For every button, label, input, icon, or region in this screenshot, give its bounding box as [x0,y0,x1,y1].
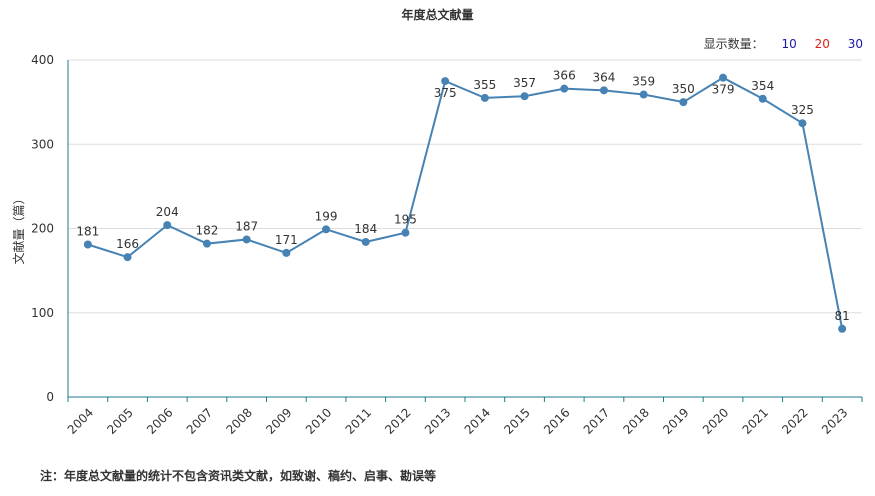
data-label: 325 [791,103,814,117]
data-point [639,90,648,99]
data-point [480,93,489,102]
x-tick-label: 2018 [620,405,651,436]
x-tick-label: 2016 [541,405,572,436]
data-label: 350 [672,82,695,96]
data-point [679,98,688,107]
data-label: 379 [712,83,735,97]
display-count-option-30[interactable]: 30 [847,37,863,51]
chart-title: 年度总文献量 [401,8,474,22]
y-tick-label: 300 [31,137,54,151]
data-point [520,92,529,101]
data-label: 182 [195,224,218,238]
data-label: 354 [751,79,774,93]
data-label: 357 [513,76,536,90]
data-label: 181 [76,225,99,239]
data-label: 359 [632,75,655,89]
data-point [599,86,608,95]
display-count-option-20[interactable]: 20 [814,37,830,51]
y-axis-title: 文献量（篇） [11,192,26,264]
x-tick-label: 2020 [700,405,731,436]
footnote: 注：年度总文献量的统计不包含资讯类文献，如致谢、稿约、启事、勘误等 [40,469,437,483]
data-point [758,94,767,103]
data-label: 364 [592,70,615,84]
x-tick-label: 2011 [343,405,374,436]
data-point [401,228,410,237]
x-tick-label: 2023 [819,405,850,436]
data-label: 355 [473,78,496,92]
x-tick-label: 2010 [303,405,334,436]
data-point [719,73,728,82]
data-label: 187 [235,219,258,233]
data-point [242,235,251,244]
data-point [361,237,370,246]
x-tick-label: 2009 [263,405,294,436]
data-label: 81 [835,309,850,323]
data-label: 204 [156,205,179,219]
x-tick-label: 2022 [779,405,810,436]
x-tick-label: 2013 [422,405,453,436]
x-tick-label: 2004 [65,405,96,436]
data-label: 184 [354,222,377,236]
x-tick-label: 2015 [501,405,532,436]
display-count-label: 显示数量： [703,37,764,51]
display-count-option-10[interactable]: 10 [781,37,797,51]
data-point [322,225,331,234]
y-tick-label: 0 [46,390,54,404]
data-point [202,239,211,248]
data-point [838,324,847,333]
x-tick-label: 2014 [462,405,493,436]
x-tick-label: 2006 [144,405,175,436]
data-label: 195 [394,213,417,227]
data-point [798,119,807,128]
display-count-selector: 显示数量： 10 20 30 [704,35,863,52]
x-tick-label: 2021 [740,405,771,436]
data-point [441,77,450,86]
data-label: 171 [275,233,298,247]
data-label: 375 [434,86,457,100]
series-line [87,76,844,329]
x-tick-label: 2017 [581,405,612,436]
data-point [282,248,291,257]
x-tick-label: 2008 [223,405,254,436]
y-tick-label: 400 [31,53,54,67]
y-tick-label: 200 [31,222,54,236]
data-label: 166 [116,237,139,251]
data-point [123,253,132,262]
data-label: 366 [553,69,576,83]
data-point [560,84,569,93]
y-tick-label: 100 [31,306,54,320]
x-tick-label: 2007 [184,405,215,436]
x-tick-label: 2019 [660,405,691,436]
data-point [83,240,92,249]
data-point [163,221,172,230]
x-tick-label: 2012 [382,405,413,436]
x-tick-label: 2005 [104,405,135,436]
data-label: 199 [315,209,338,223]
